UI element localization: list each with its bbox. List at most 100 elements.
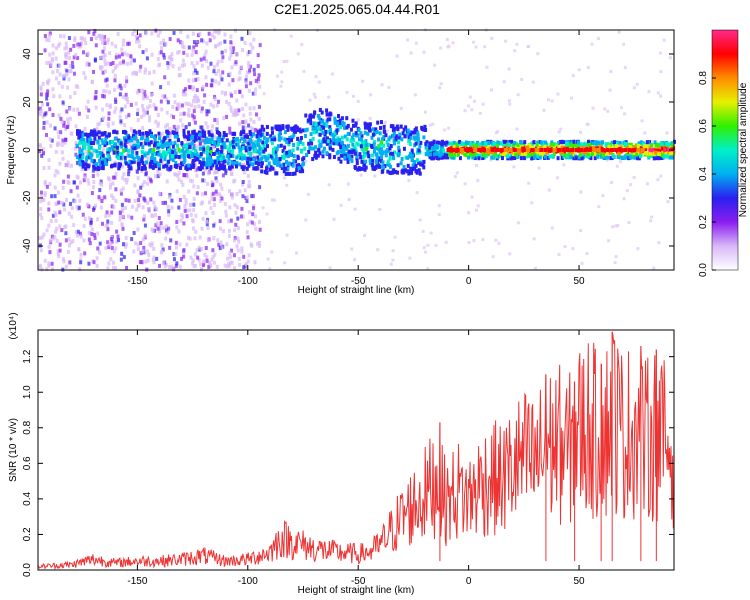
- heatmap-cell: [213, 94, 217, 99]
- heatmap-cell: [62, 76, 66, 81]
- heatmap-cell: [147, 118, 151, 123]
- heatmap-cell: [255, 134, 259, 139]
- heatmap-cell: [639, 146, 643, 151]
- heatmap-cell: [153, 174, 157, 179]
- heatmap-cell: [639, 150, 643, 155]
- heatmap-cell: [325, 141, 329, 146]
- heatmap-cell: [166, 100, 170, 105]
- heatmap-cell: [132, 58, 136, 63]
- heatmap-cell: [277, 137, 281, 142]
- heatmap-cell: [668, 56, 672, 60]
- heatmap-cell: [319, 127, 323, 132]
- heatmap-cell: [53, 194, 57, 199]
- snr-frame: [37, 329, 675, 571]
- heatmap-cell: [327, 183, 331, 187]
- heatmap-cell: [476, 204, 480, 208]
- heatmap-cell: [245, 70, 249, 75]
- heatmap-cell: [248, 146, 252, 151]
- heatmap-cell: [532, 140, 536, 145]
- heatmap-cell: [533, 266, 537, 270]
- heatmap-cell: [224, 209, 228, 214]
- heatmap-cell: [417, 168, 421, 173]
- heatmap-cell: [556, 144, 560, 149]
- heatmap-cell: [416, 133, 420, 138]
- heatmap-cell: [428, 155, 432, 160]
- heatmap-cell: [182, 50, 186, 55]
- heatmap-cell: [244, 78, 248, 83]
- heatmap-cell: [257, 116, 261, 121]
- heatmap-cell: [209, 205, 213, 210]
- heatmap-cell: [429, 231, 433, 235]
- heatmap-cell: [123, 155, 127, 160]
- heatmap-cell: [512, 165, 516, 169]
- heatmap-cell: [497, 241, 501, 245]
- heatmap-cell: [365, 147, 369, 152]
- heatmap-cell: [536, 140, 540, 145]
- heatmap-cell: [205, 165, 209, 170]
- heatmap-cell: [595, 141, 599, 146]
- heatmap-cell: [147, 131, 151, 136]
- heatmap-cell: [229, 153, 233, 158]
- heatmap-cell: [211, 248, 215, 253]
- heatmap-cell: [148, 104, 152, 109]
- heatmap-cell: [231, 192, 235, 197]
- heatmap-cell: [193, 68, 197, 73]
- heatmap-cell: [652, 156, 656, 161]
- heatmap-cell: [552, 152, 556, 157]
- heatmap-cell: [142, 112, 146, 117]
- heatmap-cell: [96, 246, 100, 251]
- heatmap-cell: [179, 118, 183, 123]
- heatmap-cell: [426, 143, 430, 148]
- heatmap-cell: [139, 240, 143, 245]
- heatmap-cell: [101, 141, 105, 146]
- heatmap-cell: [221, 70, 225, 75]
- heatmap-cell: [368, 160, 372, 165]
- heatmap-cell: [262, 127, 266, 132]
- heatmap-cell: [192, 184, 196, 189]
- heatmap-cell: [374, 152, 378, 157]
- heatmap-cell: [384, 149, 388, 154]
- heatmap-cell: [43, 179, 47, 184]
- heatmap-cell: [407, 139, 411, 144]
- heatmap-cell: [94, 130, 98, 135]
- heatmap-cell: [256, 53, 260, 58]
- heatmap-cell: [239, 65, 243, 70]
- heatmap-cell: [288, 149, 292, 154]
- heatmap-cell: [345, 90, 349, 94]
- heatmap-cell: [123, 104, 127, 109]
- heatmap-cell: [413, 128, 417, 133]
- heatmap-cell: [204, 136, 208, 141]
- heatmap-cell: [152, 135, 156, 140]
- heatmap-cell: [181, 162, 185, 167]
- heatmap-cell: [585, 252, 589, 256]
- heatmap-cell: [118, 114, 122, 119]
- heatmap-cell: [66, 85, 70, 90]
- heatmap-cell: [543, 144, 547, 149]
- heatmap-cell: [85, 157, 89, 162]
- heatmap-cell: [256, 137, 260, 142]
- heatmap-cell: [669, 144, 673, 149]
- heatmap-cell: [149, 197, 153, 202]
- heatmap-cell: [299, 135, 303, 140]
- heatmap-cell: [317, 121, 321, 126]
- heatmap-cell: [204, 121, 208, 126]
- heatmap-cell: [201, 216, 205, 221]
- heatmap-cell: [647, 90, 651, 94]
- heatmap-cell: [137, 39, 141, 44]
- heatmap-cell: [233, 137, 237, 142]
- heatmap-cell: [292, 142, 296, 147]
- heatmap-cell: [437, 204, 441, 208]
- heatmap-cell: [154, 213, 158, 218]
- heatmap-cell: [202, 39, 206, 44]
- heatmap-cell: [246, 259, 250, 264]
- heatmap-cell: [194, 99, 198, 104]
- heatmap-cell: [237, 145, 241, 150]
- heatmap-cell: [121, 214, 125, 219]
- heatmap-cell: [336, 141, 340, 146]
- heatmap-cell: [440, 155, 444, 160]
- heatmap-cell: [435, 155, 439, 160]
- heatmap-cell: [102, 94, 106, 99]
- heatmap-cell: [63, 207, 67, 212]
- heatmap-cell: [217, 192, 221, 197]
- heatmap-cell: [106, 266, 110, 271]
